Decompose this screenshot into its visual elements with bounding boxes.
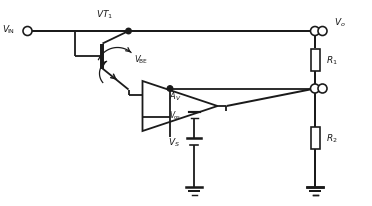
Circle shape (126, 29, 131, 35)
Circle shape (23, 27, 32, 36)
Circle shape (318, 27, 327, 36)
Text: $V_{\!\mathrm{IN}}$: $V_{\!\mathrm{IN}}$ (2, 23, 15, 36)
Text: $V_o$: $V_o$ (334, 17, 346, 29)
Circle shape (312, 86, 318, 92)
Circle shape (167, 86, 173, 92)
Text: $R_2$: $R_2$ (326, 132, 338, 144)
Text: $V_S$: $V_S$ (168, 136, 180, 149)
Text: $VT_1$: $VT_1$ (96, 8, 113, 21)
Circle shape (311, 27, 320, 36)
Bar (311, 127, 320, 149)
Text: $V_{\!\mathrm{os}}$: $V_{\!\mathrm{os}}$ (169, 109, 181, 122)
Circle shape (318, 85, 327, 94)
Circle shape (312, 29, 318, 35)
Bar (311, 49, 320, 71)
Text: $R_1$: $R_1$ (326, 54, 338, 66)
Text: $V_{\!\mathrm{BE}}$: $V_{\!\mathrm{BE}}$ (134, 53, 148, 66)
Circle shape (311, 85, 320, 94)
Text: $A_V$: $A_V$ (169, 90, 181, 103)
